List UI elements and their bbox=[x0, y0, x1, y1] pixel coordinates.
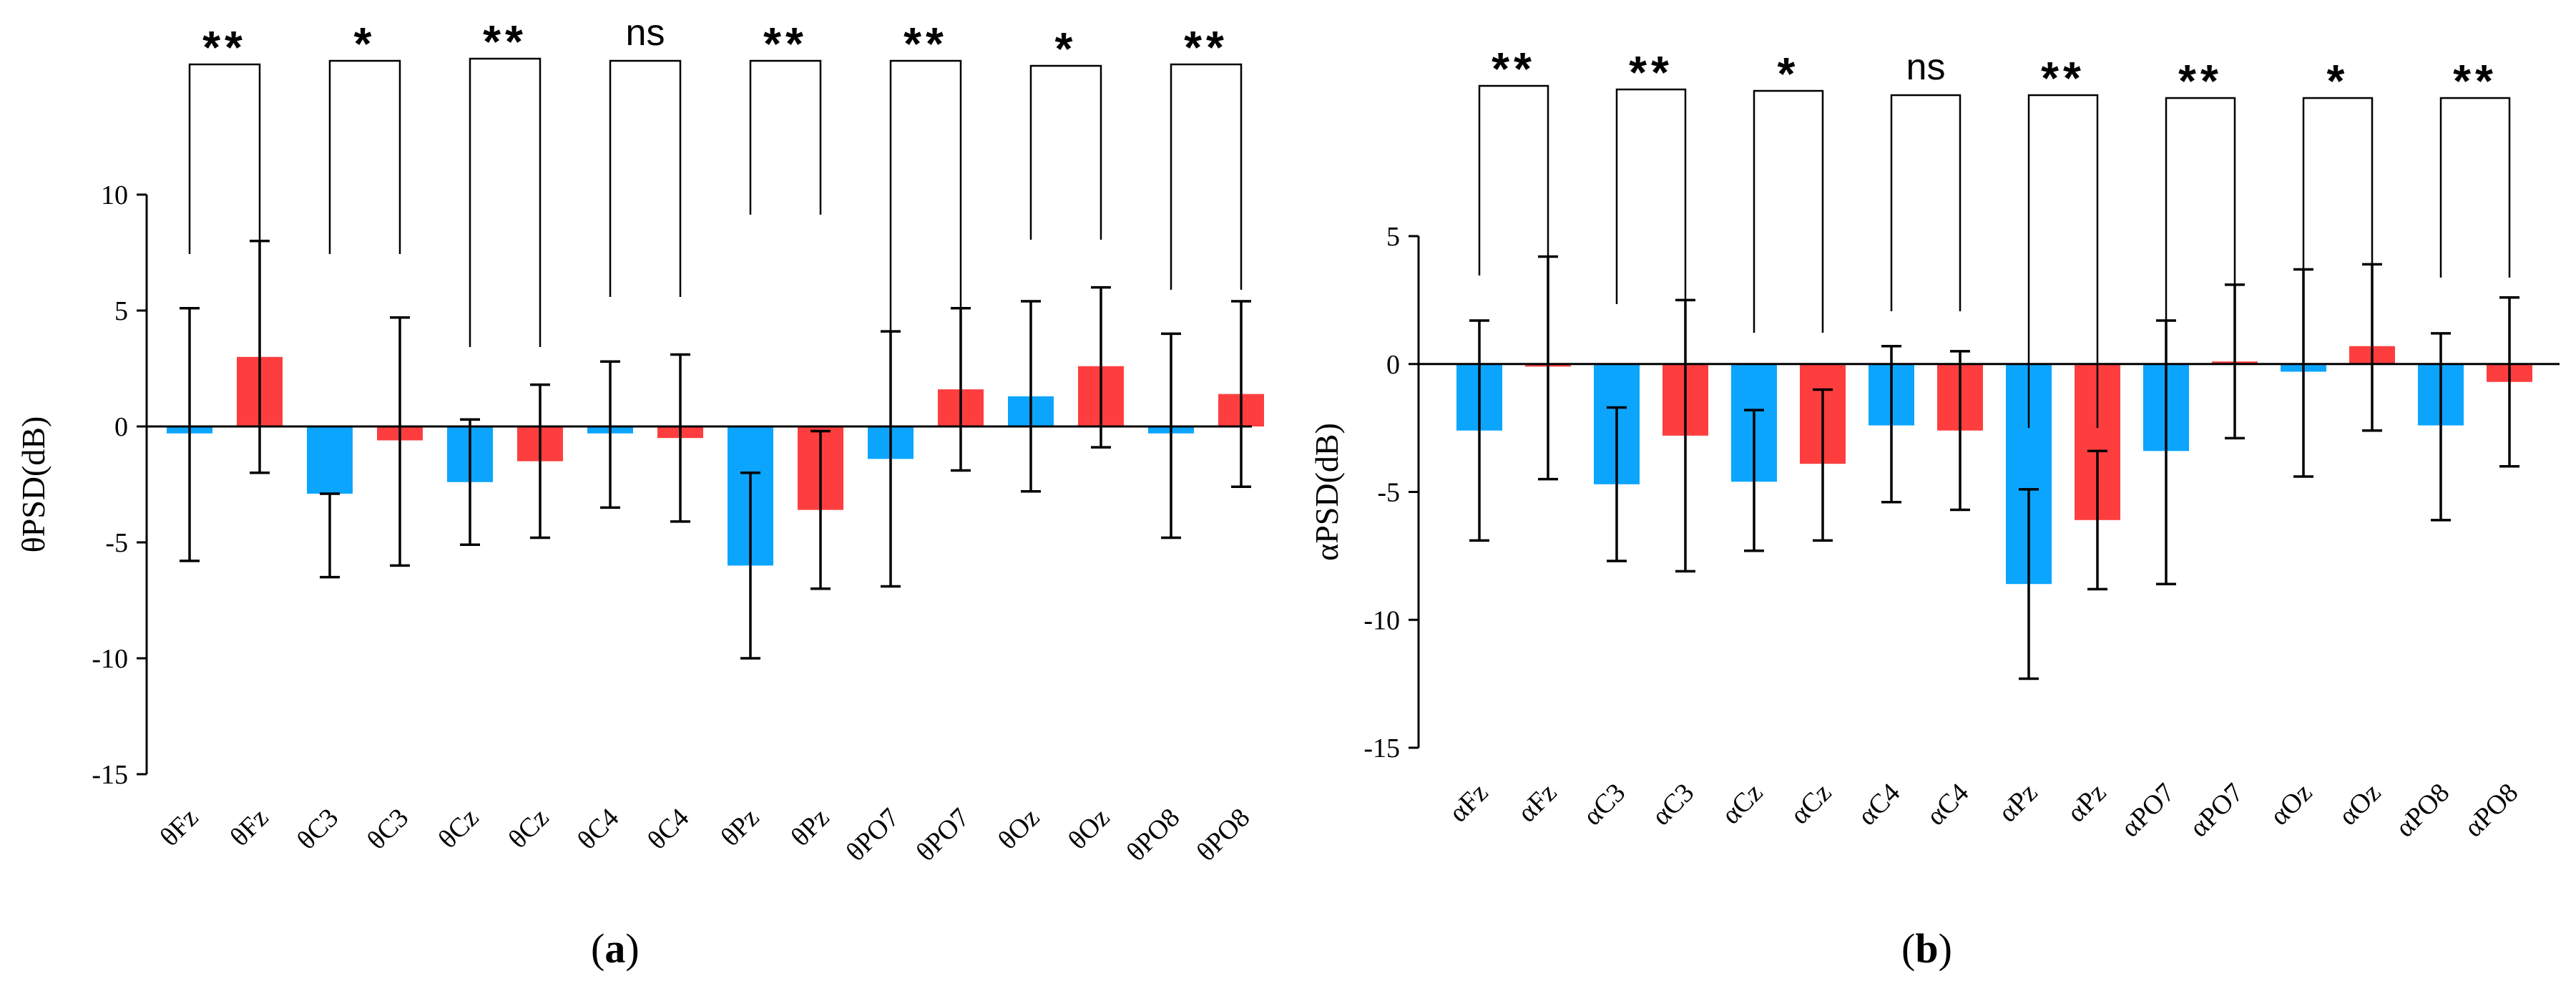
category-label: αC3 bbox=[1577, 778, 1631, 831]
category-label: αPO7 bbox=[2115, 778, 2181, 844]
y-tick-label: -10 bbox=[92, 644, 128, 674]
y-tick-label: -10 bbox=[1363, 605, 1400, 635]
category-label: αPO8 bbox=[2459, 778, 2524, 844]
category-label: θC4 bbox=[572, 803, 625, 856]
category-label: αPO8 bbox=[2390, 778, 2456, 844]
category-label: θCz bbox=[433, 803, 484, 854]
category-label: αFz bbox=[1444, 778, 1494, 829]
significance-label: ** bbox=[763, 18, 808, 69]
significance-bracket bbox=[1890, 94, 1962, 311]
significance-label: * bbox=[1055, 23, 1077, 74]
y-tick-label: 5 bbox=[114, 296, 128, 326]
category-label: αCz bbox=[1716, 778, 1769, 831]
category-label: θPO7 bbox=[841, 803, 905, 867]
category-label: αC4 bbox=[1852, 778, 1906, 831]
significance-label: ** bbox=[202, 21, 247, 73]
panel-label: b bbox=[1915, 925, 1938, 972]
category-label: θPO7 bbox=[911, 803, 975, 867]
category-label: αC4 bbox=[1921, 778, 1974, 831]
category-label: θPz bbox=[715, 803, 765, 852]
panel-caption: (a) bbox=[591, 925, 640, 972]
significance-bracket bbox=[469, 57, 542, 347]
significance-label: * bbox=[1778, 48, 1800, 99]
significance-label: ** bbox=[483, 16, 527, 67]
category-label: θPO8 bbox=[1191, 803, 1255, 867]
significance-label: ** bbox=[903, 18, 948, 69]
significance-bracket bbox=[2302, 97, 2374, 315]
significance-bracket bbox=[609, 59, 682, 297]
y-axis-title: αPSD(dB) bbox=[1308, 423, 1345, 561]
category-label: θC4 bbox=[642, 803, 695, 856]
category-label: θC3 bbox=[361, 803, 414, 856]
y-tick-label: -5 bbox=[105, 528, 128, 558]
category-label: θOz bbox=[1062, 803, 1115, 856]
panel-label: a bbox=[604, 925, 625, 972]
category-label: θPz bbox=[785, 803, 835, 852]
significance-bracket bbox=[1029, 64, 1102, 240]
y-tick-label: 10 bbox=[101, 180, 128, 210]
y-tick-label: 0 bbox=[1386, 350, 1400, 380]
significance-bracket bbox=[1615, 88, 1687, 304]
significance-label: ns bbox=[1906, 47, 1946, 88]
category-label: αPz bbox=[2062, 778, 2112, 829]
category-label: αOz bbox=[2333, 778, 2386, 831]
category-label: αFz bbox=[1512, 778, 1563, 829]
significance-bracket bbox=[2439, 97, 2511, 278]
y-tick-label: -15 bbox=[1363, 733, 1400, 763]
significance-bracket bbox=[2027, 94, 2099, 428]
significance-label: ** bbox=[1492, 43, 1536, 94]
significance-label: ** bbox=[2178, 55, 2223, 107]
category-label: αPz bbox=[1993, 778, 2044, 829]
significance-label: * bbox=[2327, 55, 2349, 107]
significance-label: ** bbox=[1629, 47, 1673, 98]
significance-bracket bbox=[1753, 89, 1824, 333]
category-label: θCz bbox=[503, 803, 554, 854]
category-label: αOz bbox=[2264, 778, 2318, 831]
significance-bracket bbox=[889, 59, 962, 358]
significance-bracket bbox=[1170, 63, 1243, 290]
category-label: θFz bbox=[155, 803, 204, 852]
significance-bracket bbox=[749, 59, 822, 215]
category-label: αCz bbox=[1785, 778, 1838, 831]
significance-bracket bbox=[188, 63, 261, 254]
category-label: θOz bbox=[992, 803, 1045, 856]
significance-label: ns bbox=[626, 12, 665, 54]
y-tick-label: -5 bbox=[1377, 478, 1400, 508]
y-tick-label: 5 bbox=[1386, 222, 1400, 252]
category-label: θPO8 bbox=[1121, 803, 1185, 867]
panel-caption: (b) bbox=[1901, 925, 1952, 972]
y-tick-label: -15 bbox=[92, 760, 128, 790]
significance-label: ** bbox=[1184, 21, 1228, 73]
significance-label: ** bbox=[2453, 55, 2497, 107]
category-label: αC3 bbox=[1646, 778, 1700, 831]
significance-label: ** bbox=[2041, 52, 2085, 104]
y-tick-label: 0 bbox=[114, 412, 128, 442]
bar bbox=[307, 426, 353, 494]
significance-label: * bbox=[354, 18, 376, 69]
significance-bracket bbox=[2165, 97, 2236, 336]
y-axis-title: θPSD(dB) bbox=[15, 416, 52, 553]
significance-bracket bbox=[328, 59, 401, 254]
category-label: θC3 bbox=[291, 803, 344, 856]
category-label: αPO7 bbox=[2184, 778, 2250, 844]
panel-b: 5 0 -5 -10 -15 αPSD(dB) αFz αFz αC3 αC3 αCz αCz αC4 α… bbox=[1308, 43, 2560, 972]
category-label: θFz bbox=[225, 803, 274, 852]
significance-bracket bbox=[1478, 84, 1549, 275]
